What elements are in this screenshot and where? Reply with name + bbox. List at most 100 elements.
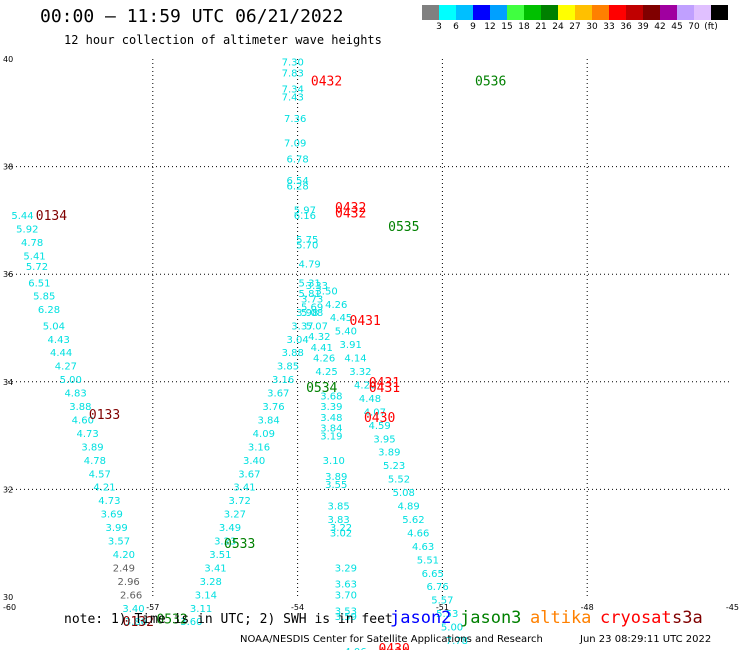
x-tick-label: -54 xyxy=(291,603,304,612)
x-tick-label: -48 xyxy=(581,603,594,612)
wave-height-value: 4.43 xyxy=(48,335,70,346)
x-tick-label: -57 xyxy=(146,603,159,612)
wave-height-value: 3.48 xyxy=(320,413,342,424)
y-tick-label: 38 xyxy=(3,163,13,172)
wave-height-value: 5.23 xyxy=(383,461,405,472)
colorbar-swatch xyxy=(524,5,541,20)
page-title: 00:00 – 11:59 UTC 06/21/2022 xyxy=(40,6,344,27)
wave-height-value: 3.14 xyxy=(195,590,217,601)
wave-height-value: 5.75 xyxy=(296,235,318,246)
y-tick-label: 32 xyxy=(3,485,13,494)
wave-height-value: 6.65 xyxy=(422,569,444,580)
pass-time-label: 0535 xyxy=(388,220,419,235)
wave-height-value: 4.20 xyxy=(354,380,376,391)
wave-height-value: 7.83 xyxy=(282,68,304,79)
wave-height-value: 3.16 xyxy=(248,442,270,453)
pass-time-label: 0432 xyxy=(335,206,366,221)
wave-height-value: 3.59 xyxy=(335,612,357,623)
wave-height-value: 4.09 xyxy=(253,429,275,440)
wave-height-value: 5.62 xyxy=(402,515,424,526)
legend-cryosat: cryosat xyxy=(600,608,672,628)
wave-height-value: 5.31 xyxy=(299,278,321,289)
wave-height-value: 4.73 xyxy=(77,429,99,440)
legend-jason3: jason3 xyxy=(460,608,522,628)
legend-jason2: jason2 xyxy=(390,608,452,628)
colorbar-swatch xyxy=(422,5,439,20)
wave-height-value: 3.41 xyxy=(204,563,226,574)
wave-height-value: 4.60 xyxy=(72,415,94,426)
wave-height-value: 4.26 xyxy=(325,300,347,311)
wave-height-value: 3.91 xyxy=(340,340,362,351)
colorbar-swatch xyxy=(456,5,473,20)
wave-height-value: 3.51 xyxy=(209,550,231,561)
legend-altika: altika xyxy=(530,608,592,628)
wave-height-value: 7.09 xyxy=(284,138,306,149)
wave-height-value: 3.68 xyxy=(320,391,342,402)
wave-height-value: 3.16 xyxy=(272,375,294,386)
wave-height-value: 7.36 xyxy=(284,114,306,125)
colorbar-label: 9 xyxy=(470,22,476,32)
wave-height-value: 3.67 xyxy=(267,389,289,400)
footer-timestamp: Jun 23 08:29:11 UTC 2022 xyxy=(580,634,712,645)
wave-height-value: 3.29 xyxy=(335,563,357,574)
wave-height-value: 3.19 xyxy=(320,432,342,443)
pass-time-label: 0132 xyxy=(123,615,154,630)
wave-height-value: 3.49 xyxy=(219,523,241,534)
wave-height-value: 4.66 xyxy=(407,528,429,539)
wave-height-value: 5.44 xyxy=(11,211,33,222)
pass-time-label: 0431 xyxy=(369,376,400,391)
colorbar-swatch xyxy=(490,5,507,20)
wave-height-value: 4.59 xyxy=(369,421,391,432)
wave-height-value: 3.89 xyxy=(378,448,400,459)
wave-height-value: 3.85 xyxy=(277,362,299,373)
x-tick-label: -60 xyxy=(3,603,16,612)
wave-height-value: 3.39 xyxy=(320,402,342,413)
colorbar-label: 36 xyxy=(620,22,632,32)
colorbar-label: 27 xyxy=(569,22,581,32)
wave-height-value: 4.32 xyxy=(308,332,330,343)
wave-height-value: 2.96 xyxy=(118,577,140,588)
pass-time-label: 0431 xyxy=(350,314,381,329)
wave-height-value: 6.28 xyxy=(38,305,60,316)
pass-time-label: 0432 xyxy=(311,75,342,90)
wave-height-value: 3.53 xyxy=(335,606,357,617)
wave-height-value: 3.04 xyxy=(286,335,308,346)
wave-height-value: 7.78 xyxy=(446,636,468,647)
pass-time-label: 0430 xyxy=(364,411,395,426)
wave-height-value: 6.51 xyxy=(28,278,50,289)
wave-height-value: 4.20 xyxy=(113,550,135,561)
wave-height-value: 5.04 xyxy=(43,321,65,332)
colorbar-swatch xyxy=(626,5,643,20)
y-tick-label: 34 xyxy=(3,378,13,387)
wave-height-value: 4.21 xyxy=(93,483,115,494)
wave-height-value: 4.57 xyxy=(89,469,111,480)
wave-height-value: 2.66 xyxy=(120,590,142,601)
wave-height-value: 3.28 xyxy=(200,577,222,588)
wave-height-value: 3.88 xyxy=(69,402,91,413)
wave-height-value: 5.07 xyxy=(306,321,328,332)
wave-height-value: 4.45 xyxy=(330,313,352,324)
wave-height-value: 5.85 xyxy=(33,292,55,303)
colorbar xyxy=(422,5,728,20)
wave-height-value: 3.67 xyxy=(238,469,260,480)
colorbar-swatch xyxy=(694,5,711,20)
wave-height-value: 4.25 xyxy=(315,367,337,378)
wave-height-value: 4.73 xyxy=(98,496,120,507)
wave-height-value: 3.55 xyxy=(325,480,347,491)
colorbar-swatch xyxy=(592,5,609,20)
x-tick-label: -51 xyxy=(436,603,449,612)
wave-height-value: 3.22 xyxy=(330,523,352,534)
wave-height-value: 3.73 xyxy=(301,294,323,305)
colorbar-label: 21 xyxy=(535,22,547,32)
wave-height-value: 3.69 xyxy=(101,510,123,521)
wave-height-value: 3.70 xyxy=(335,590,357,601)
wave-height-value: 3.50 xyxy=(315,286,337,297)
wave-height-value: 4.26 xyxy=(313,354,335,365)
colorbar-label: 30 xyxy=(586,22,598,32)
pass-time-label: 0133 xyxy=(89,408,120,423)
colorbar-label: 18 xyxy=(518,22,530,32)
footer-credit: NOAA/NESDIS Center for Satellite Applica… xyxy=(240,634,543,645)
colorbar-swatch xyxy=(575,5,592,20)
wave-height-value: 5.70 xyxy=(296,241,318,252)
